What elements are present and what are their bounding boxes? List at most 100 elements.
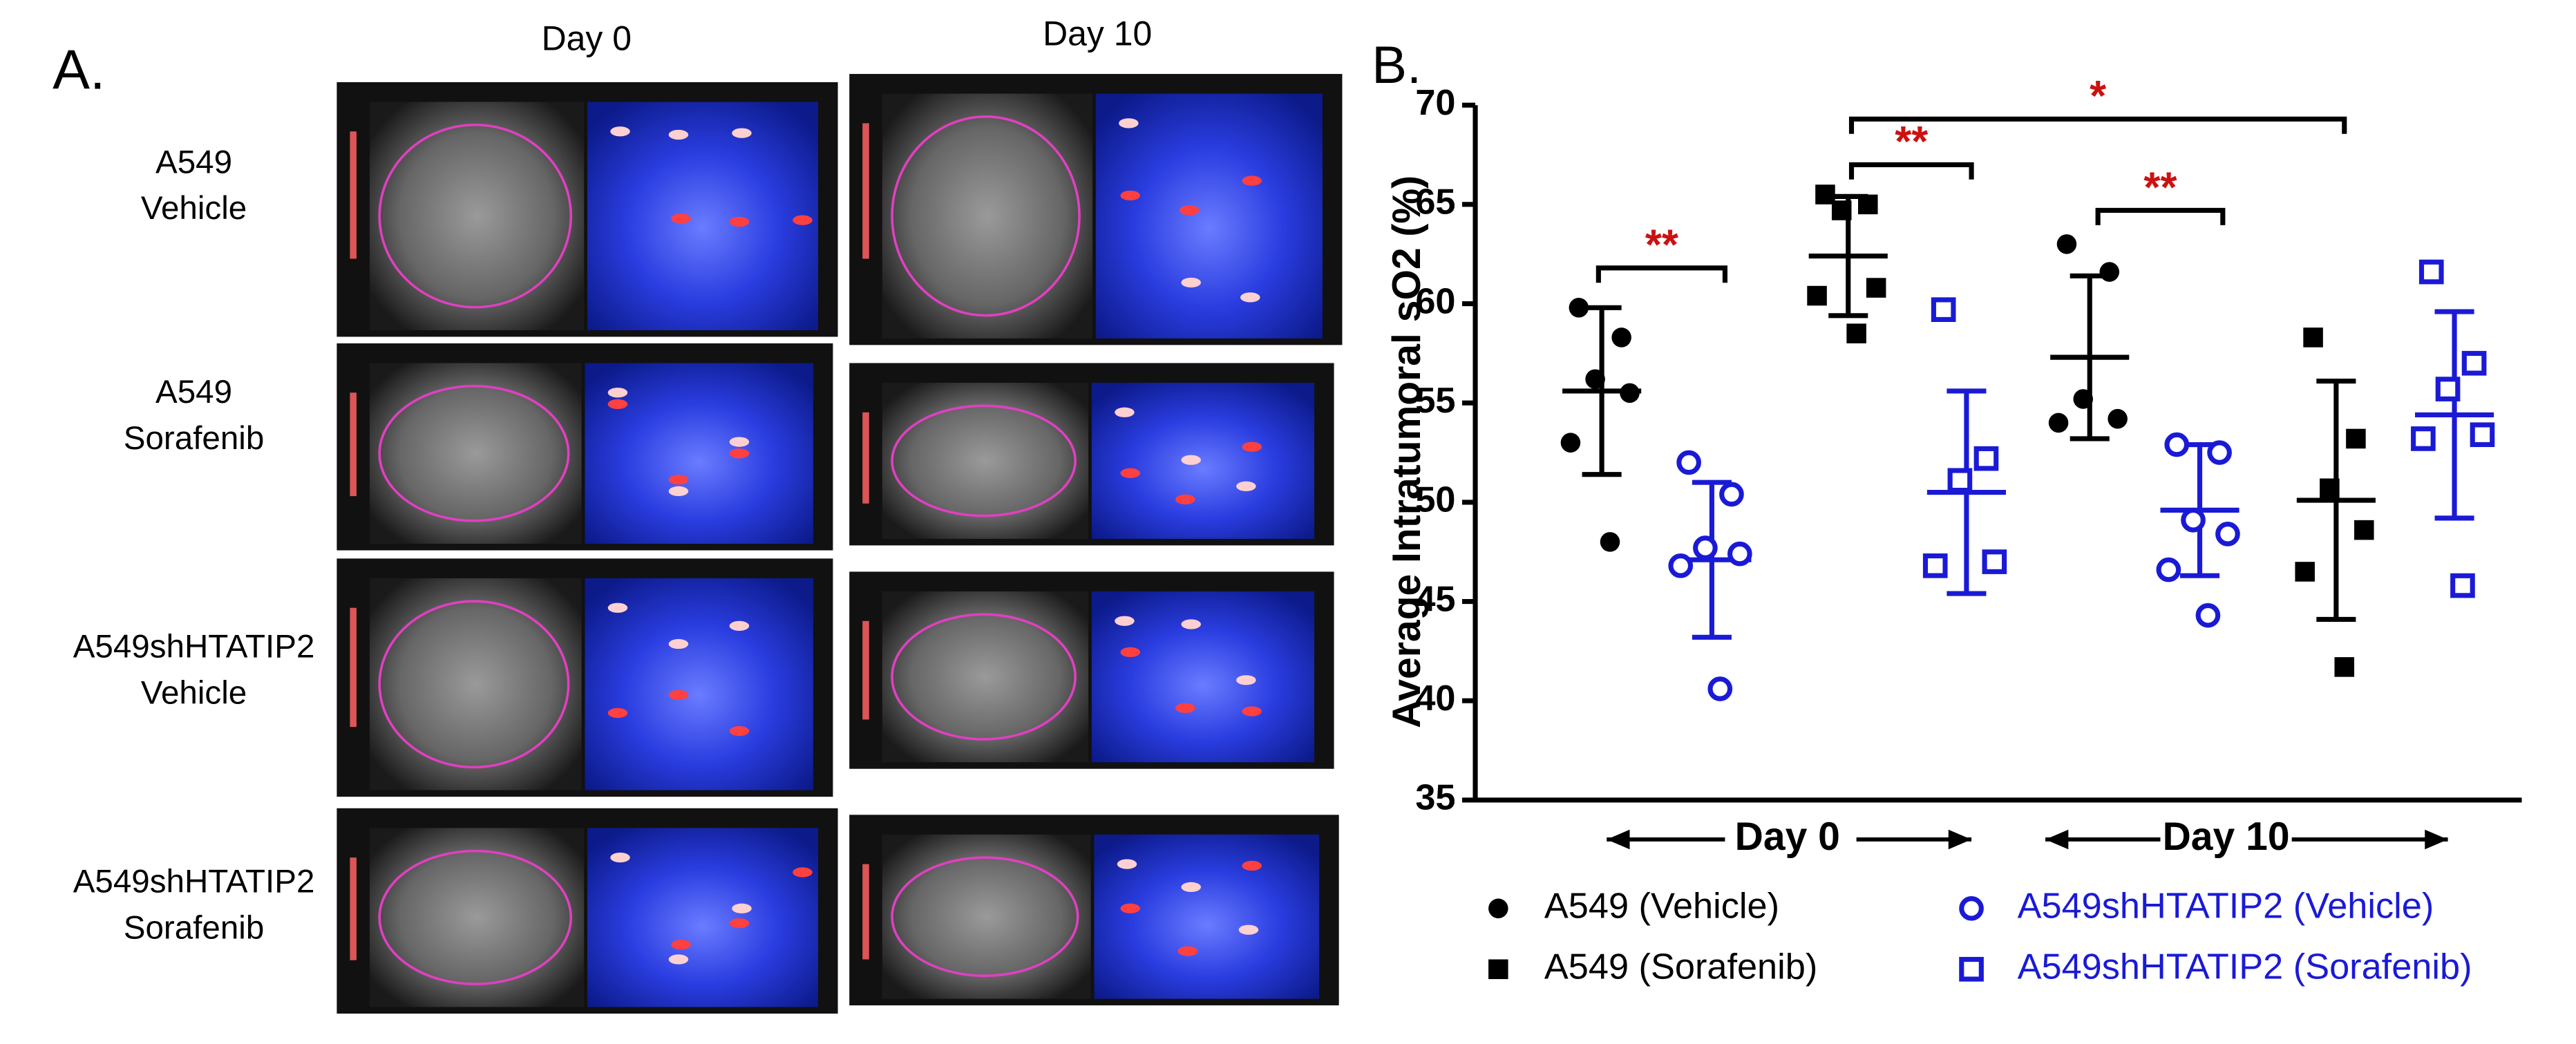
point xyxy=(2450,573,2475,598)
point xyxy=(2181,507,2206,533)
y-tick-label: 55 xyxy=(1415,381,1455,421)
hotspot xyxy=(1181,277,1201,288)
image-panel xyxy=(849,363,1334,546)
column-label: Day 10 xyxy=(1043,15,1152,53)
ultrasound xyxy=(369,828,585,1007)
significance-bracket xyxy=(2095,207,2226,225)
point xyxy=(2156,557,2181,582)
tumor-outline xyxy=(891,856,1079,978)
point xyxy=(2346,428,2366,449)
hotspot xyxy=(1181,619,1201,629)
legend-marker xyxy=(1959,895,1984,921)
point xyxy=(1611,328,1631,348)
point xyxy=(1807,285,1827,306)
hotspot xyxy=(1181,455,1201,465)
hotspot xyxy=(1242,442,1262,452)
photoacoustic xyxy=(1094,834,1320,999)
point xyxy=(1560,433,1581,453)
point xyxy=(2354,520,2374,540)
image-panel xyxy=(849,74,1343,345)
column-label: Day 0 xyxy=(542,19,632,58)
point xyxy=(2056,234,2077,254)
photoacoustic xyxy=(1095,93,1323,339)
hotspot xyxy=(607,602,628,613)
hotspot xyxy=(1117,859,1137,869)
panel-label: A. xyxy=(53,39,105,101)
image-panel xyxy=(849,815,1339,1006)
ultrasound xyxy=(882,591,1089,763)
row-label: A549shHTATIP2 xyxy=(73,864,315,900)
significance-label: ** xyxy=(1645,222,1678,269)
point xyxy=(2295,562,2315,582)
tumor-outline xyxy=(891,613,1077,741)
colorbar xyxy=(862,620,869,720)
hotspot xyxy=(1120,647,1141,658)
tumor-outline xyxy=(378,600,570,769)
row-label: Vehicle xyxy=(141,190,247,227)
hotspot xyxy=(668,475,689,485)
y-axis-label: Average Intratumoral sO2 (%) xyxy=(1385,175,1429,728)
hotspot xyxy=(1242,706,1262,716)
legend-label: A549 (Sorafenib) xyxy=(1544,947,1817,987)
arrow-head xyxy=(2045,829,2069,850)
image-panel xyxy=(337,808,838,1014)
hotspot xyxy=(729,216,750,227)
tumor-outline xyxy=(378,384,570,522)
row-label: A549shHTATIP2 xyxy=(73,629,315,665)
x-category-label: Day 10 xyxy=(2163,815,2290,859)
point xyxy=(1707,676,1733,701)
y-tick-label: 65 xyxy=(1415,182,1455,222)
legend-label: A549shHTATIP2 (Vehicle) xyxy=(2018,886,2434,927)
point xyxy=(2470,422,2495,448)
point xyxy=(1846,323,1866,343)
image-panel xyxy=(337,82,838,337)
hotspot xyxy=(1180,205,1200,216)
hotspot xyxy=(607,388,628,398)
colorbar xyxy=(350,607,357,728)
hotspot xyxy=(668,129,689,140)
row-label: Sorafenib xyxy=(124,909,265,946)
panel-label: B. xyxy=(1372,36,1421,95)
point xyxy=(1973,446,1999,471)
point xyxy=(1931,297,1956,322)
significance-bracket xyxy=(1848,162,1974,180)
point xyxy=(2411,426,2436,451)
hotspot xyxy=(793,215,813,225)
hotspot xyxy=(671,213,691,224)
image-panel xyxy=(337,558,833,797)
hotspot xyxy=(1120,903,1141,913)
significance-label: ** xyxy=(1895,118,1928,166)
point xyxy=(2195,602,2221,628)
tumor-outline xyxy=(891,404,1077,518)
y-tick-label: 70 xyxy=(1415,83,1455,123)
point xyxy=(2164,432,2190,457)
colorbar xyxy=(862,864,869,960)
colorbar xyxy=(862,123,869,259)
legend-label: A549 (Vehicle) xyxy=(1544,886,1779,927)
hotspot xyxy=(1236,675,1256,685)
point xyxy=(1947,468,1973,493)
y-tick-label: 50 xyxy=(1415,480,1455,520)
panel-a: A. Day 0 Day 10 A549 Vehicle A549 Sorafenib A54… xyxy=(53,15,1343,1014)
photoacoustic xyxy=(585,578,813,790)
hotspot xyxy=(729,918,750,929)
colorbar xyxy=(350,131,357,259)
hotspot xyxy=(668,690,689,700)
point xyxy=(1620,383,1640,404)
hotspot xyxy=(1120,468,1141,478)
point xyxy=(1668,553,1694,578)
row-label: Sorafenib xyxy=(124,420,265,457)
legend-marker xyxy=(1959,956,1984,982)
hotspot xyxy=(729,437,750,447)
photoacoustic xyxy=(587,102,819,330)
hotspot xyxy=(1115,616,1135,626)
hotspot xyxy=(729,725,750,737)
point xyxy=(2418,259,2444,285)
significance-label: ** xyxy=(2143,164,2177,211)
hotspot xyxy=(668,954,689,965)
arrow-head xyxy=(2425,829,2448,850)
point xyxy=(2320,478,2340,499)
point xyxy=(2099,262,2120,282)
hotspot xyxy=(732,903,752,913)
